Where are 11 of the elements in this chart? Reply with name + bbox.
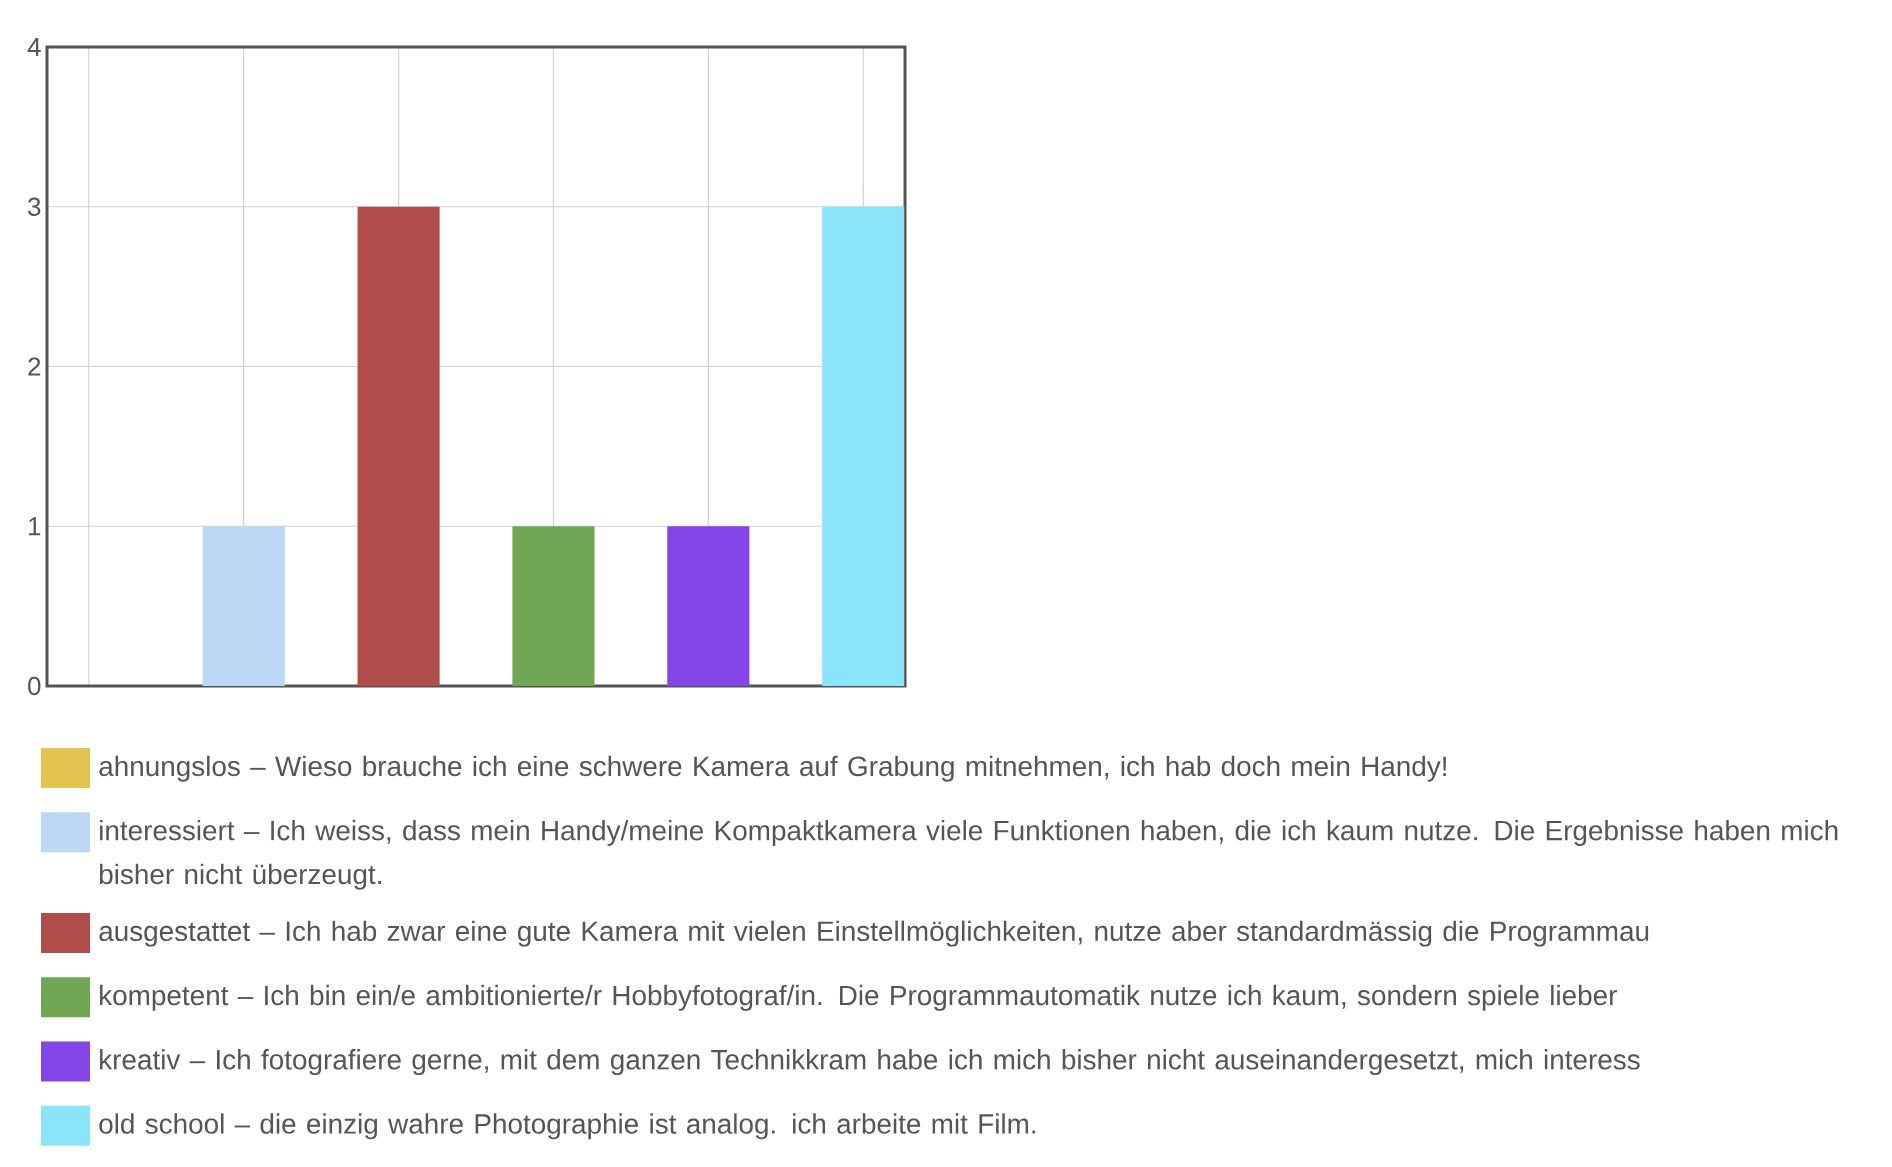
y-tick-label: 2: [28, 357, 41, 376]
y-tick-label: 1: [29, 517, 41, 536]
y-tick-label: 3: [28, 197, 41, 216]
legend-label: ausgestattet – Ich hab zwar eine gute Kamera mit vielen Einstellmöglichkeiten, nutze aber standardmässig die Programmau: [99, 920, 1649, 947]
legend-label: old school – die einzig wahre Photographie ist analog. ich arbeite mit Film.: [99, 1113, 1036, 1140]
legend-label: ahnungslos – Wieso brauche ich eine schwere Kamera auf Grabung mitnehmen, ich hab doch mein Handy!: [99, 755, 1446, 782]
legend-label: interessiert – Ich weiss, dass mein Handy/meine Kompaktkamera viele Funktionen haben, die ich kaum nutze. Die Ergebnisse haben mich bisher nicht überzeugt.: [100, 819, 1838, 890]
legend-label: kreativ – Ich fotografiere gerne, mit dem ganzen Technikkram habe ich mich bisher nicht auseinandergesetzt, mich interess: [100, 1049, 1640, 1076]
legend-label: kompetent – Ich bin ein/e ambitionierte/r Hobbyfotograf/in. Die Programmautomatik nutze ich kaum, sondern spiele lieber: [100, 984, 1617, 1011]
y-tick-label: 0: [28, 676, 41, 696]
y-tick-label: 4: [27, 38, 41, 56]
